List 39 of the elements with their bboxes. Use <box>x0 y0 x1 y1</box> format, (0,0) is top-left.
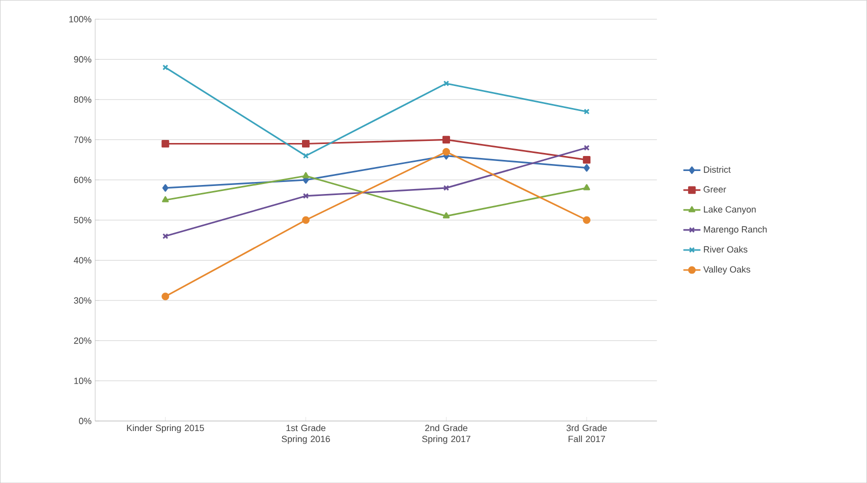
legend-label: Valley Oaks <box>703 266 750 274</box>
y-tick-label: 20% <box>74 337 92 344</box>
legend-label: Marengo Ranch <box>704 226 767 234</box>
y-tick-label: 50% <box>74 216 92 224</box>
x-tick-label: 3rd Grade Fall 2017 <box>566 424 607 442</box>
point <box>162 184 168 192</box>
point <box>443 184 450 191</box>
y-tick-label: 30% <box>74 297 92 304</box>
legend-label: District <box>704 166 731 173</box>
point <box>442 148 450 156</box>
point <box>302 172 310 178</box>
point <box>584 164 590 172</box>
x-tick-label: 2nd Grade Spring 2017 <box>422 424 470 444</box>
point <box>302 140 310 148</box>
point <box>442 136 450 144</box>
point <box>302 152 309 159</box>
y-tick-label: 0% <box>78 418 92 424</box>
point <box>302 216 310 224</box>
point <box>302 192 309 199</box>
point <box>582 216 590 224</box>
y-tick-label: 100% <box>69 16 92 22</box>
point <box>443 80 450 86</box>
x-tick-label: Kinder Spring 2015 <box>127 424 204 433</box>
y-tick-label: 60% <box>74 176 92 184</box>
point <box>583 184 590 190</box>
y-tick-label: 80% <box>74 96 92 103</box>
point <box>162 140 170 148</box>
x-tick-label: 1st Grade Spring 2016 <box>282 424 330 444</box>
point <box>582 156 590 164</box>
y-tick-label: 90% <box>74 56 92 62</box>
point <box>162 292 170 300</box>
legend-label: River Oaks <box>704 246 748 253</box>
y-tick-label: 70% <box>74 136 92 143</box>
y-tick-label: 40% <box>74 257 92 264</box>
legend-label: Lake Canyon <box>704 206 756 214</box>
y-tick-label: 10% <box>74 378 92 384</box>
point <box>162 196 169 202</box>
point <box>442 212 450 218</box>
legend-label: Greer <box>704 186 726 192</box>
